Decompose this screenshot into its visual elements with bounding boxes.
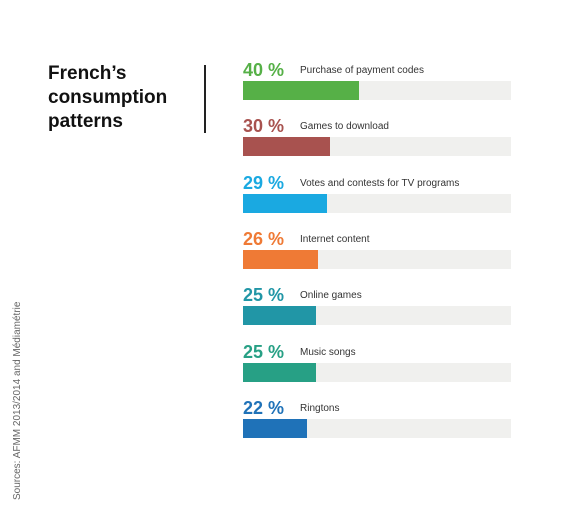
value-label: 40 % [243,60,285,80]
bar [243,193,328,213]
bar [243,306,316,326]
source-note: Sources: AFMM 2013/2014 and Médiamétrie [12,301,23,500]
chart-title: French’s consumption patterns [48,63,168,132]
value-label: 25 % [243,341,285,362]
category-label: Games to download [300,121,389,133]
divider [204,65,206,133]
bar [243,249,319,269]
bar-track [243,418,511,438]
category-label: Online games [300,290,362,302]
bar [243,418,307,438]
category-label: Votes and contests for TV programs [300,177,460,189]
value-label: 26 % [243,228,285,249]
bar [243,137,330,157]
bar [243,362,316,382]
category-label: Purchase of payment codes [300,65,424,76]
value-label: 22 % [243,397,285,418]
category-label: Music songs [300,346,356,358]
category-label: Ringtons [300,402,340,414]
bar [243,81,359,100]
value-label: 30 % [243,116,285,137]
value-label: 29 % [243,172,285,193]
category-label: Internet content [300,233,370,245]
value-label: 25 % [243,285,285,306]
